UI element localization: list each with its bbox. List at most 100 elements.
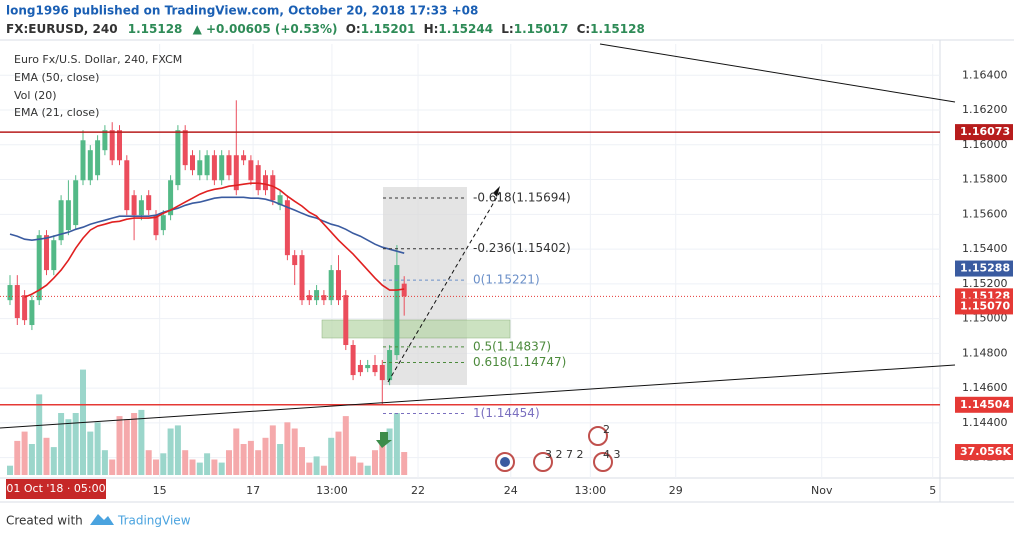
volume-label-bg: [955, 444, 1013, 461]
volume-bar: [218, 462, 225, 475]
volume-bar: [43, 437, 50, 475]
zone-box: [321, 319, 511, 339]
volume-bar: [320, 465, 327, 475]
fib-label: 0.5(1.14837): [473, 339, 551, 353]
ohlc-value: 1.15017: [514, 22, 569, 36]
volume-bar: [277, 444, 284, 475]
ema-line: [24, 182, 405, 298]
fib-label: -0.236(1.15402): [473, 241, 571, 255]
event-count: 4 3: [603, 448, 621, 461]
price-label-bg: [955, 260, 1013, 277]
ohlc-value: 1.15128: [590, 22, 645, 36]
event-icon[interactable]: [588, 426, 608, 446]
candle-body: [51, 240, 57, 271]
y-tick-label: 1.15200: [962, 277, 1008, 290]
volume-bar: [50, 447, 57, 475]
change-value: +0.00605 (+0.53%): [206, 22, 338, 36]
candle-body: [7, 285, 13, 301]
y-tick-label: 1.16000: [962, 138, 1008, 151]
cursor-label-bg: [6, 479, 106, 499]
volume-bar: [189, 459, 196, 475]
y-tick-label: 1.16400: [962, 68, 1008, 81]
candle-body: [372, 364, 378, 373]
volume-bar: [14, 440, 21, 475]
volume-bar: [247, 440, 254, 475]
x-tick-label: Nov: [811, 484, 833, 497]
fib-label: 0(1.15221): [473, 273, 540, 287]
volume-bar: [101, 450, 108, 475]
volume-bar: [269, 425, 276, 475]
candle-body: [58, 200, 64, 241]
y-tick-label: 1.14600: [962, 381, 1008, 394]
volume-bar: [233, 428, 240, 475]
y-tick-label: 1.15800: [962, 173, 1008, 186]
candle-body: [226, 155, 232, 176]
last-price: 1.15128: [128, 22, 183, 36]
legend-item: Vol (20): [14, 89, 57, 102]
volume-bar: [357, 462, 364, 475]
change: ▲: [193, 22, 206, 36]
candle-body: [197, 160, 203, 176]
x-tick-label: 5: [929, 484, 936, 497]
candle-body: [299, 255, 305, 301]
x-tick-label: 15: [153, 484, 167, 497]
candle-body: [401, 283, 407, 297]
volume-bar: [291, 428, 298, 475]
ohlc-key: O:: [346, 22, 361, 36]
volume-bar: [386, 428, 393, 475]
y-tick-label: 1.15400: [962, 242, 1008, 255]
volume-bar: [138, 409, 145, 475]
candle-body: [350, 345, 356, 376]
volume-bar: [298, 447, 305, 475]
candle-body: [270, 175, 276, 201]
x-tick-label: 17: [246, 484, 260, 497]
event-count: 3 2 7 2: [545, 448, 583, 461]
candle-body: [394, 265, 400, 356]
candle-body: [248, 160, 254, 181]
volume-bar: [364, 465, 371, 475]
candle-body: [387, 350, 393, 381]
candle-body: [255, 165, 261, 191]
candle-body: [146, 195, 152, 211]
candle-body: [65, 200, 71, 231]
candle-body: [95, 140, 101, 176]
legend-item: Euro Fx/U.S. Dollar, 240, FXCM: [14, 53, 182, 66]
volume-bar: [204, 453, 211, 475]
event-icon[interactable]: [533, 452, 553, 472]
ohlc-value: 1.15244: [438, 22, 493, 36]
y-tick-label: 1.14400: [962, 416, 1008, 429]
event-icon[interactable]: [593, 452, 613, 472]
volume-bar: [342, 416, 349, 475]
volume-bar: [174, 425, 181, 475]
candle-body: [138, 200, 144, 216]
candle-body: [182, 130, 188, 166]
candle-body: [116, 130, 122, 161]
volume-bar: [94, 422, 101, 475]
fib-label: 0.618(1.14747): [473, 355, 566, 369]
candle-body: [233, 155, 239, 191]
candle-body: [160, 215, 166, 231]
price-label: 1.15070: [960, 299, 1010, 312]
candle-body: [131, 195, 137, 216]
price-label: 1.16073: [960, 125, 1010, 138]
volume-label: 37.056K: [960, 445, 1011, 458]
candle-body: [22, 295, 28, 321]
volume-bar: [58, 413, 65, 475]
cursor-label: 01 Oct '18 · 05:00: [6, 482, 105, 495]
volume-bar: [72, 413, 79, 475]
volume-bar: [393, 413, 400, 475]
volume-bar: [145, 450, 152, 475]
candle-body: [168, 180, 174, 216]
candle-body: [379, 364, 385, 381]
candle-body: [365, 364, 371, 369]
volume-bar: [335, 431, 342, 475]
volume-bar: [109, 459, 116, 475]
footer-brand[interactable]: TradingView: [117, 514, 191, 528]
legend-item: EMA (21, close): [14, 106, 99, 119]
ohlc-value: 1.15201: [361, 22, 416, 36]
candle-body: [211, 155, 217, 181]
fib-label: 1(1.14454): [473, 406, 540, 420]
y-tick-label: 1.15000: [962, 312, 1008, 325]
price-label-bg: [955, 396, 1013, 413]
candle-body: [204, 155, 210, 176]
